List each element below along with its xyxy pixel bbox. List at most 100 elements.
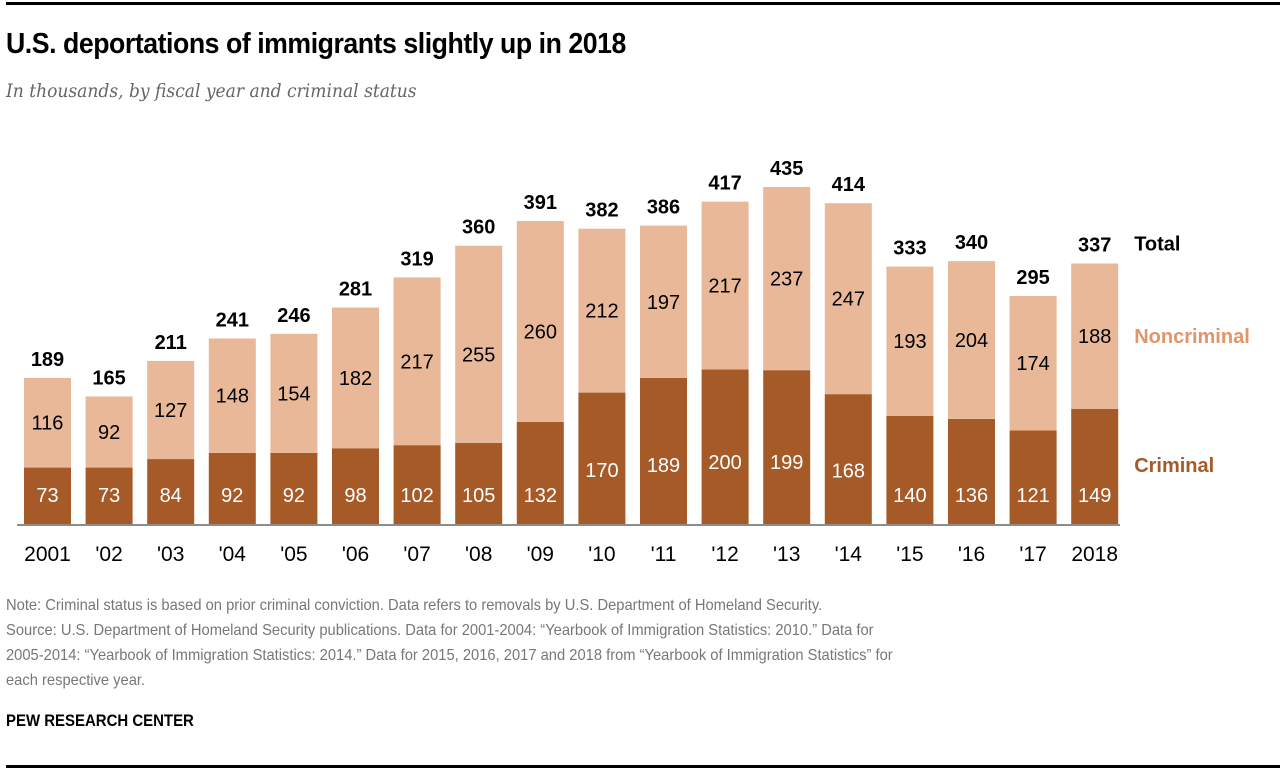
x-tick-label: 2001 [24, 543, 71, 566]
label-criminal: 149 [1078, 485, 1111, 507]
bar-criminal [455, 442, 503, 524]
bar-criminal [701, 369, 749, 524]
bar-noncriminal [516, 220, 564, 422]
x-tick-label: '16 [958, 543, 985, 566]
label-criminal: 168 [832, 461, 865, 483]
label-total: 382 [585, 200, 618, 222]
bar-noncriminal [763, 186, 811, 371]
bar-criminal [208, 452, 256, 524]
bar-criminal [147, 459, 195, 524]
label-total: 414 [832, 174, 866, 196]
chart-title: U.S. deportations of immigrants slightly… [6, 28, 626, 60]
legend-noncriminal: Noncriminal [1134, 326, 1250, 348]
bar-criminal [1071, 408, 1119, 524]
x-tick-label: '10 [588, 543, 615, 566]
label-noncriminal: 237 [770, 269, 803, 291]
label-total: 435 [770, 158, 803, 180]
label-total: 319 [400, 248, 433, 270]
label-criminal: 92 [221, 485, 243, 507]
label-noncriminal: 255 [462, 344, 495, 366]
label-criminal: 121 [1016, 485, 1049, 507]
source-line-1: Source: U.S. Department of Homeland Secu… [6, 622, 874, 639]
label-noncriminal: 174 [1016, 353, 1049, 375]
x-tick-label: 2018 [1071, 543, 1118, 566]
label-noncriminal: 197 [647, 292, 680, 314]
label-criminal: 200 [708, 452, 741, 474]
bar-criminal [886, 415, 934, 524]
bottom-rule [6, 765, 1280, 768]
notes: Note: Criminal status is based on prior … [6, 593, 1174, 693]
label-total: 246 [277, 305, 310, 327]
x-tick-label: '07 [403, 543, 430, 566]
label-noncriminal: 260 [524, 321, 557, 343]
label-noncriminal: 148 [216, 386, 249, 408]
label-total: 189 [31, 349, 64, 371]
label-total: 295 [1016, 267, 1049, 289]
bar-criminal [85, 467, 133, 524]
label-criminal: 140 [893, 485, 926, 507]
bar-noncriminal [393, 277, 441, 446]
label-noncriminal: 204 [955, 330, 988, 352]
bar-noncriminal [85, 396, 133, 468]
bar-noncriminal [24, 377, 71, 468]
x-tick-label: '06 [342, 543, 369, 566]
x-tick-label: '03 [157, 543, 184, 566]
bar-criminal [516, 421, 564, 524]
label-total: 211 [155, 332, 187, 354]
chart-subtitle: In thousands, by fiscal year and crimina… [6, 80, 417, 102]
bar-noncriminal [948, 261, 995, 419]
x-tick-label: '09 [527, 543, 554, 566]
label-noncriminal: 127 [154, 400, 187, 422]
label-criminal: 199 [770, 452, 803, 474]
label-total: 333 [893, 238, 926, 260]
bar-criminal [824, 394, 872, 524]
label-total: 337 [1078, 234, 1111, 256]
bar-criminal [1009, 430, 1057, 524]
bar-criminal [578, 392, 626, 524]
bar-noncriminal [332, 307, 379, 449]
top-rule [6, 2, 1280, 5]
label-criminal: 73 [36, 485, 58, 507]
bar-criminal [24, 467, 71, 524]
label-criminal: 98 [344, 485, 366, 507]
note-text: Note: Criminal status is based on prior … [6, 597, 823, 614]
bar-noncriminal [455, 245, 503, 443]
bar-noncriminal [208, 338, 256, 453]
label-noncriminal: 92 [98, 422, 120, 444]
label-criminal: 92 [283, 485, 305, 507]
source-line-3: each respective year. [6, 672, 146, 689]
bars-group [17, 186, 1120, 526]
bar-noncriminal [1071, 263, 1119, 409]
brand-label: PEW RESEARCH CENTER [6, 711, 194, 730]
source-line-2: 2005-2014: “Yearbook of Immigration Stat… [6, 647, 893, 664]
x-tick-label: '02 [95, 543, 122, 566]
label-total: 391 [524, 192, 557, 214]
x-tick-label: '05 [280, 543, 307, 566]
label-noncriminal: 182 [339, 368, 372, 390]
x-tick-label: '08 [465, 543, 492, 566]
label-criminal: 189 [647, 455, 680, 477]
bar-noncriminal [270, 333, 318, 453]
label-criminal: 105 [462, 485, 495, 507]
x-tick-label: '14 [835, 543, 863, 566]
label-noncriminal: 193 [893, 331, 926, 353]
label-total: 360 [462, 217, 495, 239]
label-total: 241 [216, 309, 249, 331]
label-criminal: 132 [524, 485, 557, 507]
bar-noncriminal [640, 225, 687, 378]
bar-noncriminal [886, 266, 934, 416]
label-total: 417 [708, 173, 741, 195]
x-tick-label: '17 [1019, 543, 1046, 566]
x-tick-label: '11 [651, 543, 677, 566]
label-noncriminal: 247 [832, 289, 865, 311]
bar-criminal [948, 418, 995, 524]
x-tick-label: '13 [773, 543, 800, 566]
label-noncriminal: 188 [1078, 326, 1111, 348]
labels-group: 73 116 189 2001 73 92 165 '02 84 127 211 '03 92 148 24… [24, 158, 1250, 566]
label-noncriminal: 116 [32, 413, 64, 435]
bar-criminal [393, 445, 441, 524]
bar-noncriminal [147, 360, 195, 460]
bar-criminal [270, 452, 318, 524]
label-total: 386 [647, 197, 680, 219]
label-total: 165 [92, 367, 125, 389]
